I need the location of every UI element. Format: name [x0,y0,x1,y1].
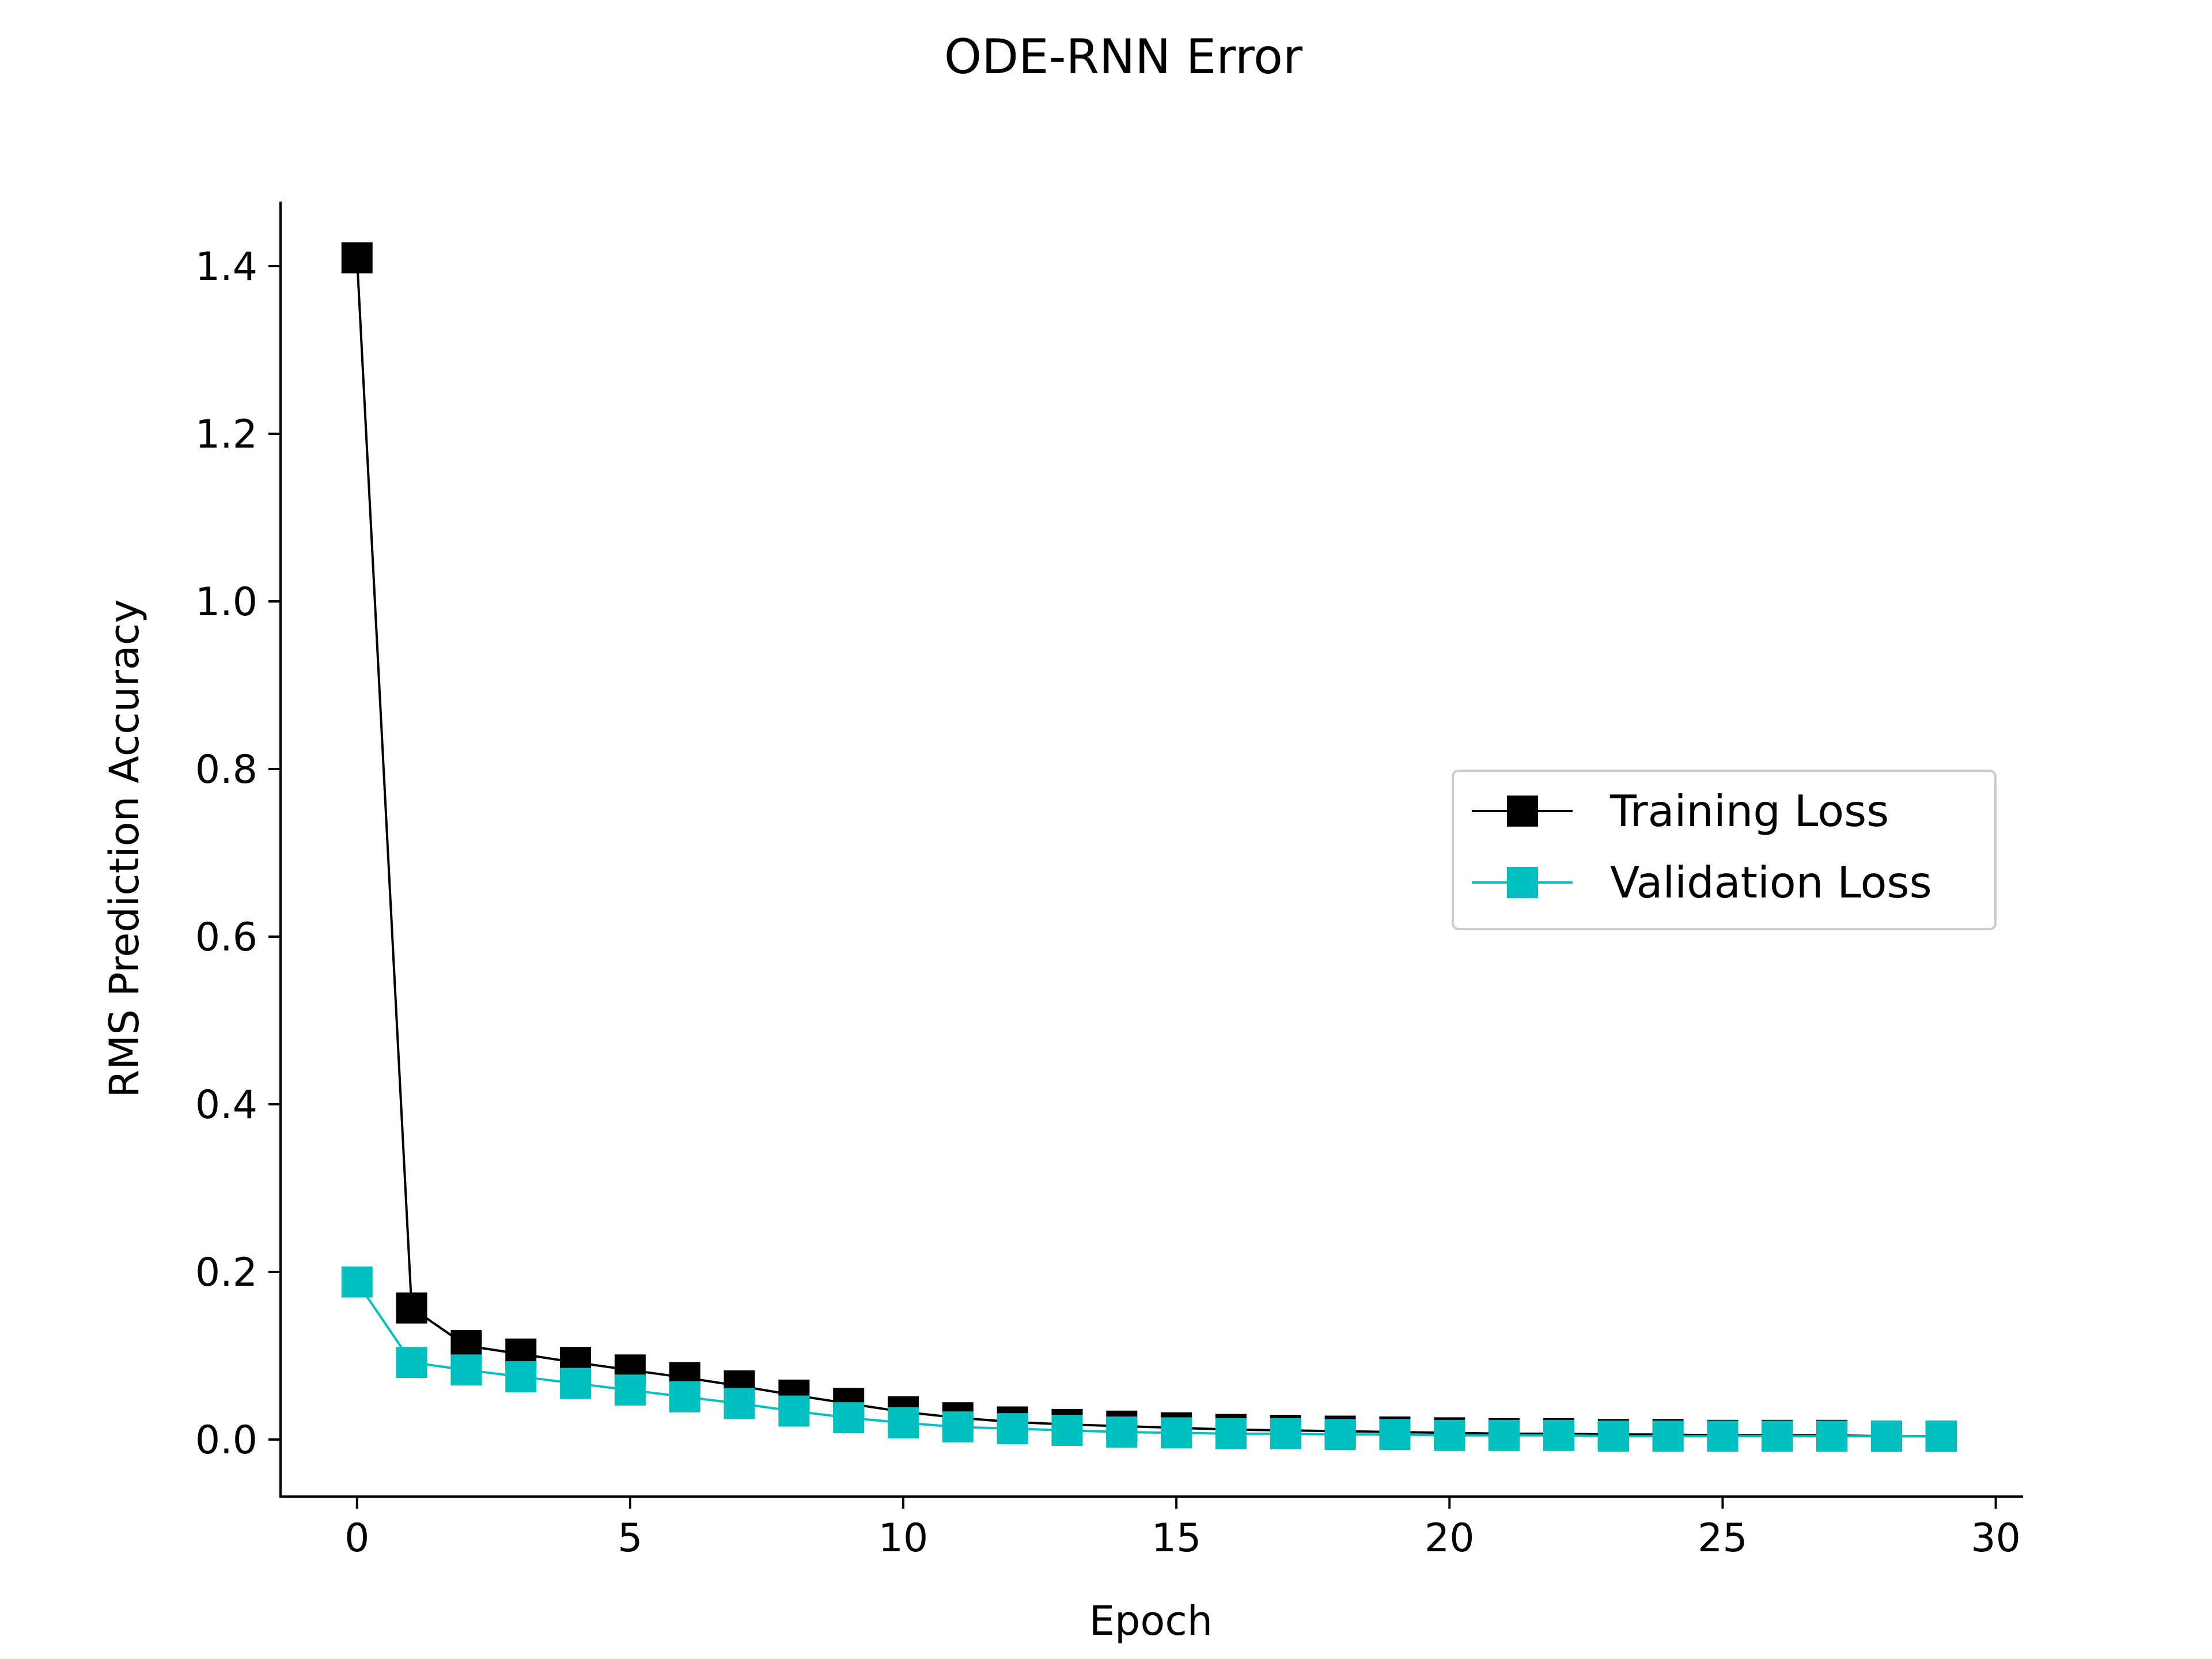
x-tick-label: 25 [1698,1516,1748,1561]
chart-title: ODE-RNN Error [944,29,1303,85]
data-point-validation-loss [888,1407,919,1438]
legend-marker-training [1507,796,1538,827]
y-tick-label: 0.0 [195,1418,257,1463]
y-tick-label: 0.8 [195,747,257,793]
data-point-validation-loss [1816,1421,1848,1452]
y-tick-label: 0.2 [195,1250,257,1296]
x-tick-label: 5 [618,1516,642,1561]
data-point-validation-loss [997,1413,1028,1445]
data-point-validation-loss [341,1266,373,1298]
data-point-validation-loss [1707,1421,1738,1452]
data-point-validation-loss [396,1347,427,1378]
data-point-validation-loss [1597,1421,1629,1452]
data-point-training-loss [396,1292,427,1324]
legend-label-training: Training Loss [1609,786,1889,836]
data-point-validation-loss [614,1374,646,1406]
data-point-validation-loss [1925,1421,1957,1452]
y-tick-label: 1.0 [195,579,257,625]
data-point-validation-loss [1379,1419,1411,1450]
legend-label-validation: Validation Loss [1610,857,1932,908]
x-tick-label: 15 [1152,1516,1202,1561]
data-point-validation-loss [1161,1417,1192,1449]
x-tick-label: 10 [878,1516,929,1561]
y-axis-title: RMS Prediction Accuracy [101,599,148,1097]
legend-marker-validation [1507,867,1538,898]
y-ticks: 0.0 0.2 0.4 0.6 0.8 1.0 1.2 1.4 [195,244,281,1463]
data-point-validation-loss [942,1411,974,1443]
y-tick-label: 1.4 [195,244,257,290]
data-point-validation-loss [1215,1418,1247,1449]
legend-box [1452,770,1997,930]
data-point-validation-loss [560,1368,592,1399]
data-point-validation-loss [1543,1419,1574,1451]
series-layer [341,242,1957,1452]
data-point-validation-loss [1870,1421,1902,1452]
data-point-validation-loss [833,1402,865,1434]
x-tick-label: 30 [1971,1516,2021,1561]
data-point-validation-loss [778,1395,810,1427]
data-point-validation-loss [1051,1415,1083,1446]
y-tick-label: 0.6 [195,915,257,960]
data-point-validation-loss [450,1354,482,1386]
legend: Training Loss Validation Loss [1452,770,1997,930]
data-point-validation-loss [1324,1419,1356,1450]
y-tick-label: 1.2 [195,412,257,457]
x-tick-label: 20 [1425,1516,1475,1561]
data-point-validation-loss [724,1388,755,1419]
data-point-training-loss [341,242,373,274]
x-tick-label: 0 [344,1516,369,1561]
y-tick-label: 0.4 [195,1082,257,1128]
x-axis-title: Epoch [1089,1597,1213,1645]
data-point-validation-loss [1652,1421,1684,1452]
data-point-validation-loss [669,1381,700,1412]
data-point-validation-loss [1434,1419,1465,1451]
data-point-validation-loss [1488,1419,1520,1451]
x-ticks: 0 5 10 15 20 25 30 [344,1497,2021,1561]
data-point-validation-loss [505,1361,537,1392]
data-point-validation-loss [1762,1421,1793,1452]
data-point-validation-loss [1270,1418,1301,1449]
data-point-validation-loss [1106,1416,1138,1448]
